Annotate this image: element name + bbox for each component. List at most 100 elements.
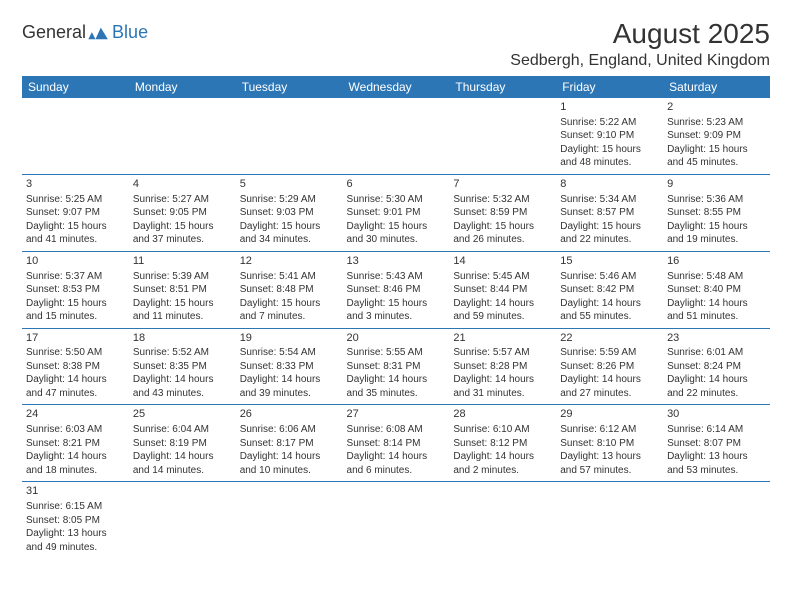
sunset-line: Sunset: 9:07 PM [26, 206, 125, 220]
daylight-line-1: Daylight: 14 hours [667, 297, 766, 311]
sunrise-line: Sunrise: 6:15 AM [26, 500, 125, 514]
calendar-cell [129, 482, 236, 558]
daylight-line-1: Daylight: 13 hours [667, 450, 766, 464]
calendar-cell: 6Sunrise: 5:30 AMSunset: 9:01 PMDaylight… [343, 174, 450, 251]
calendar-cell: 23Sunrise: 6:01 AMSunset: 8:24 PMDayligh… [663, 328, 770, 405]
calendar-cell [663, 482, 770, 558]
sunrise-line: Sunrise: 5:34 AM [560, 193, 659, 207]
sunset-line: Sunset: 8:55 PM [667, 206, 766, 220]
sunrise-line: Sunrise: 5:45 AM [453, 270, 552, 284]
day-header: Sunday [22, 76, 129, 98]
daylight-line-2: and 6 minutes. [347, 464, 446, 478]
daylight-line-1: Daylight: 15 hours [240, 220, 339, 234]
calendar-cell [236, 482, 343, 558]
day-number: 20 [347, 331, 446, 346]
calendar-cell: 1Sunrise: 5:22 AMSunset: 9:10 PMDaylight… [556, 98, 663, 174]
daylight-line-2: and 15 minutes. [26, 310, 125, 324]
daylight-line-2: and 37 minutes. [133, 233, 232, 247]
daylight-line-1: Daylight: 15 hours [26, 297, 125, 311]
sunrise-line: Sunrise: 5:54 AM [240, 346, 339, 360]
day-header-row: SundayMondayTuesdayWednesdayThursdayFrid… [22, 76, 770, 98]
calendar-cell: 17Sunrise: 5:50 AMSunset: 8:38 PMDayligh… [22, 328, 129, 405]
sunset-line: Sunset: 8:12 PM [453, 437, 552, 451]
calendar-cell: 28Sunrise: 6:10 AMSunset: 8:12 PMDayligh… [449, 405, 556, 482]
calendar-cell: 25Sunrise: 6:04 AMSunset: 8:19 PMDayligh… [129, 405, 236, 482]
daylight-line-1: Daylight: 15 hours [560, 143, 659, 157]
sunset-line: Sunset: 8:51 PM [133, 283, 232, 297]
daylight-line-2: and 41 minutes. [26, 233, 125, 247]
day-number: 10 [26, 254, 125, 269]
sunset-line: Sunset: 9:09 PM [667, 129, 766, 143]
daylight-line-2: and 53 minutes. [667, 464, 766, 478]
calendar-cell: 19Sunrise: 5:54 AMSunset: 8:33 PMDayligh… [236, 328, 343, 405]
sunset-line: Sunset: 8:26 PM [560, 360, 659, 374]
calendar-table: SundayMondayTuesdayWednesdayThursdayFrid… [22, 76, 770, 558]
daylight-line-1: Daylight: 14 hours [453, 450, 552, 464]
day-number: 27 [347, 407, 446, 422]
daylight-line-1: Daylight: 14 hours [453, 373, 552, 387]
sunrise-line: Sunrise: 6:08 AM [347, 423, 446, 437]
day-number: 19 [240, 331, 339, 346]
daylight-line-2: and 7 minutes. [240, 310, 339, 324]
sunrise-line: Sunrise: 6:06 AM [240, 423, 339, 437]
calendar-cell: 14Sunrise: 5:45 AMSunset: 8:44 PMDayligh… [449, 251, 556, 328]
daylight-line-1: Daylight: 14 hours [560, 373, 659, 387]
calendar-week: 1Sunrise: 5:22 AMSunset: 9:10 PMDaylight… [22, 98, 770, 174]
day-number: 23 [667, 331, 766, 346]
flag-icon [88, 25, 110, 41]
calendar-cell [449, 482, 556, 558]
sunset-line: Sunset: 8:40 PM [667, 283, 766, 297]
daylight-line-1: Daylight: 15 hours [133, 297, 232, 311]
day-number: 28 [453, 407, 552, 422]
calendar-cell: 10Sunrise: 5:37 AMSunset: 8:53 PMDayligh… [22, 251, 129, 328]
calendar-cell: 18Sunrise: 5:52 AMSunset: 8:35 PMDayligh… [129, 328, 236, 405]
calendar-cell: 26Sunrise: 6:06 AMSunset: 8:17 PMDayligh… [236, 405, 343, 482]
calendar-cell: 5Sunrise: 5:29 AMSunset: 9:03 PMDaylight… [236, 174, 343, 251]
sunset-line: Sunset: 8:19 PM [133, 437, 232, 451]
daylight-line-1: Daylight: 15 hours [560, 220, 659, 234]
calendar-cell: 11Sunrise: 5:39 AMSunset: 8:51 PMDayligh… [129, 251, 236, 328]
calendar-head: SundayMondayTuesdayWednesdayThursdayFrid… [22, 76, 770, 98]
calendar-cell: 27Sunrise: 6:08 AMSunset: 8:14 PMDayligh… [343, 405, 450, 482]
sunrise-line: Sunrise: 6:12 AM [560, 423, 659, 437]
calendar-cell [22, 98, 129, 174]
sunrise-line: Sunrise: 6:04 AM [133, 423, 232, 437]
day-number: 15 [560, 254, 659, 269]
sunrise-line: Sunrise: 5:32 AM [453, 193, 552, 207]
sunrise-line: Sunrise: 6:10 AM [453, 423, 552, 437]
sunset-line: Sunset: 8:28 PM [453, 360, 552, 374]
calendar-cell [236, 98, 343, 174]
daylight-line-2: and 2 minutes. [453, 464, 552, 478]
sunrise-line: Sunrise: 5:59 AM [560, 346, 659, 360]
calendar-cell: 21Sunrise: 5:57 AMSunset: 8:28 PMDayligh… [449, 328, 556, 405]
daylight-line-1: Daylight: 15 hours [133, 220, 232, 234]
daylight-line-2: and 22 minutes. [560, 233, 659, 247]
daylight-line-2: and 49 minutes. [26, 541, 125, 555]
daylight-line-1: Daylight: 15 hours [240, 297, 339, 311]
daylight-line-2: and 14 minutes. [133, 464, 232, 478]
daylight-line-1: Daylight: 14 hours [26, 450, 125, 464]
sunrise-line: Sunrise: 5:22 AM [560, 116, 659, 130]
daylight-line-2: and 48 minutes. [560, 156, 659, 170]
calendar-cell: 4Sunrise: 5:27 AMSunset: 9:05 PMDaylight… [129, 174, 236, 251]
daylight-line-2: and 59 minutes. [453, 310, 552, 324]
sunset-line: Sunset: 8:42 PM [560, 283, 659, 297]
day-header: Tuesday [236, 76, 343, 98]
sunrise-line: Sunrise: 5:25 AM [26, 193, 125, 207]
logo-word2: Blue [112, 22, 148, 43]
day-number: 8 [560, 177, 659, 192]
daylight-line-1: Daylight: 15 hours [26, 220, 125, 234]
sunset-line: Sunset: 8:44 PM [453, 283, 552, 297]
sunrise-line: Sunrise: 5:52 AM [133, 346, 232, 360]
daylight-line-1: Daylight: 15 hours [667, 220, 766, 234]
day-number: 1 [560, 100, 659, 115]
daylight-line-2: and 57 minutes. [560, 464, 659, 478]
logo: General Blue [22, 22, 148, 43]
daylight-line-2: and 55 minutes. [560, 310, 659, 324]
daylight-line-2: and 47 minutes. [26, 387, 125, 401]
day-number: 14 [453, 254, 552, 269]
day-number: 12 [240, 254, 339, 269]
header: General Blue August 2025 Sedbergh, Engla… [22, 18, 770, 70]
calendar-cell: 22Sunrise: 5:59 AMSunset: 8:26 PMDayligh… [556, 328, 663, 405]
month-title: August 2025 [510, 18, 770, 50]
